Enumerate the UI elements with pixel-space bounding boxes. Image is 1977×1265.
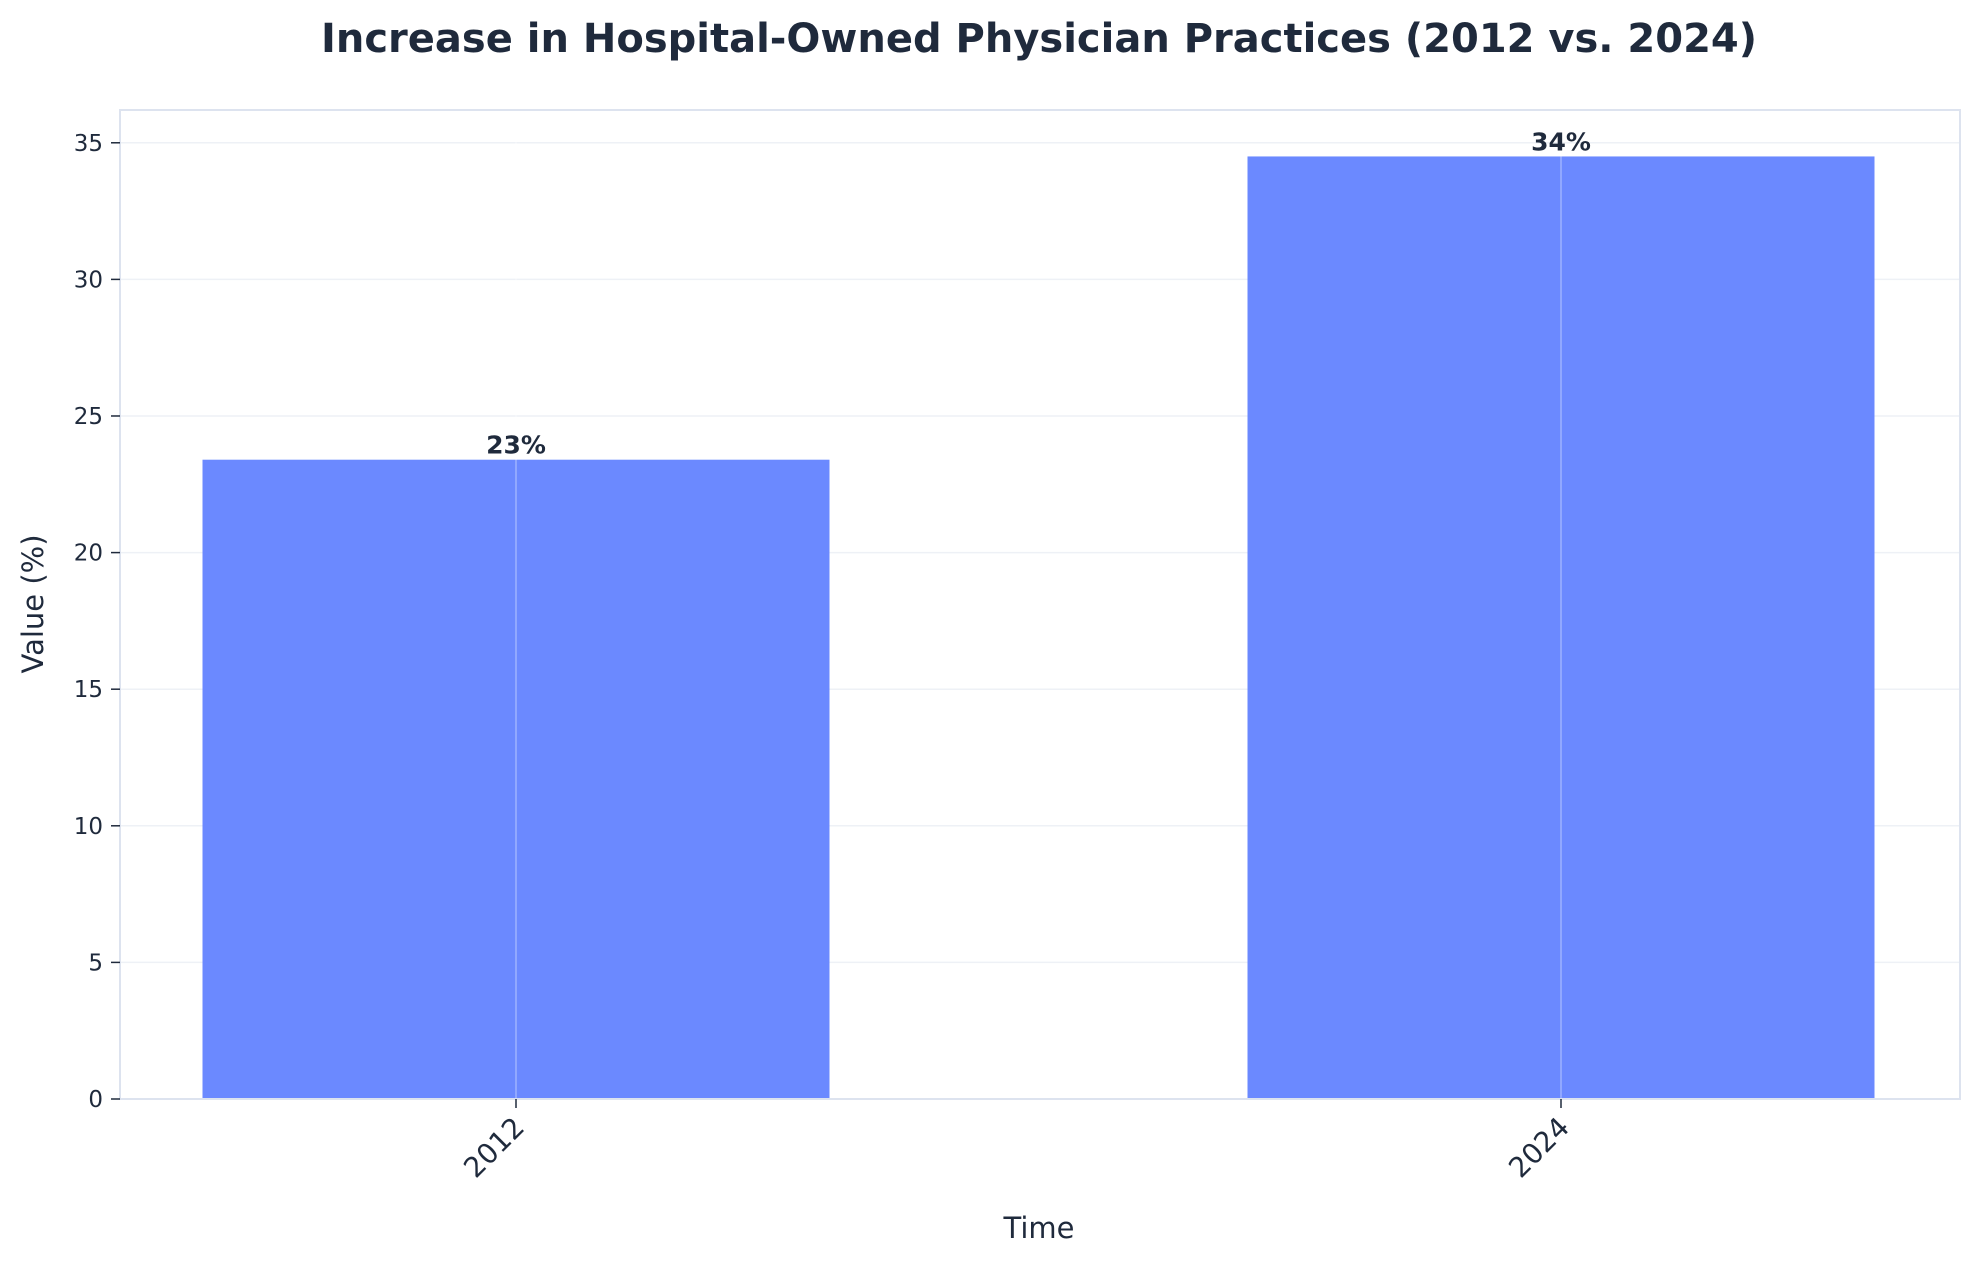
data-labels: 23% 34% — [486, 127, 1591, 459]
vertical-grid-lines — [515, 110, 1562, 1099]
y-tick-label: 15 — [74, 677, 103, 703]
x-axis-label: Time — [1003, 1211, 1075, 1245]
y-tick-label: 30 — [74, 267, 103, 293]
bars — [202, 156, 1875, 1099]
y-tick-label: 25 — [74, 404, 103, 430]
chart-title: Increase in Hospital-Owned Physician Pra… — [321, 16, 1757, 62]
y-tick-label: 0 — [88, 1087, 103, 1113]
plot-frame — [119, 109, 1961, 1100]
x-tick-label: 2024 — [1502, 1111, 1576, 1185]
x-axis-ticks: 2012 2024 — [457, 1099, 1576, 1184]
x-tick-label: 2012 — [457, 1111, 531, 1185]
data-label: 23% — [486, 431, 546, 460]
data-label: 34% — [1531, 127, 1591, 156]
bar-2012 — [202, 459, 830, 1099]
y-axis-ticks: 0 5 10 15 20 25 30 35 — [74, 131, 120, 1113]
y-tick-label: 35 — [74, 131, 103, 157]
y-axis-label: Value (%) — [16, 534, 50, 673]
y-tick-label: 10 — [74, 814, 103, 840]
y-tick-label: 5 — [88, 950, 103, 976]
bar-2024 — [1247, 156, 1875, 1099]
y-tick-label: 20 — [74, 541, 103, 567]
